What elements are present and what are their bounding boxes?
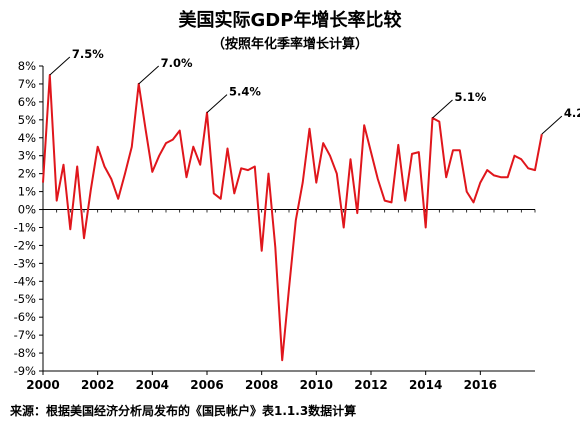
x-tick-label: 2012 — [354, 378, 387, 392]
y-tick-label: -5% — [14, 292, 36, 306]
y-tick-label: 8% — [18, 59, 36, 73]
y-tick-label: -8% — [14, 346, 36, 360]
annotation-label: 5.1% — [455, 90, 487, 104]
y-tick-label: -4% — [14, 274, 36, 288]
y-tick-label: 0% — [18, 203, 36, 217]
y-tick-label: 2% — [18, 167, 36, 181]
y-tick-label: 7% — [18, 77, 36, 91]
y-tick-label: -9% — [14, 364, 36, 378]
y-tick-label: -7% — [14, 328, 36, 342]
annotation-label: 4.2% — [564, 106, 580, 120]
series-group — [42, 74, 543, 362]
x-tick-label: 2008 — [245, 378, 278, 392]
source-note: 来源：根据美国经济分析局发布的《国民帐户》表1.1.3数据计算 — [10, 404, 357, 418]
annotation-label: 7.0% — [161, 56, 193, 70]
chart-subtitle: （按照年化季率增长计算） — [211, 37, 368, 52]
annotation-label: 5.4% — [229, 85, 261, 99]
chart-title: 美国实际GDP年增长率比较 — [178, 10, 402, 31]
annotation-leader — [138, 65, 160, 85]
y-tick-label: -6% — [14, 310, 36, 324]
x-tick-label: 2006 — [190, 378, 223, 392]
annotation-leader — [541, 115, 563, 135]
annotation-label: 7.5% — [72, 47, 104, 61]
annotation-leader — [432, 99, 453, 119]
x-tick-label: 2002 — [81, 378, 114, 392]
annotation-leader — [49, 56, 71, 76]
y-tick-label: -2% — [14, 238, 36, 252]
x-tick-label: 2016 — [464, 378, 497, 392]
x-axis: 2000 2002 2004 2006 2008 2010 2012 2014 2016 — [26, 209, 536, 392]
annotations-group: 7.5% 7.0% 5.4% 5.1% 4.2% — [49, 47, 580, 135]
y-tick-label: -1% — [14, 220, 36, 234]
x-tick-label: 2004 — [136, 378, 169, 392]
y-axis: 8% 7% 6% 5% 4% 3% 2% 1% 0% -1% -2% -3% -4% -5% -6% -7% -… — [14, 59, 44, 378]
x-tick-label: 2010 — [300, 378, 333, 392]
y-tick-label: 4% — [18, 131, 36, 145]
y-tick-label: -3% — [14, 256, 36, 270]
x-tick-label: 2000 — [26, 378, 59, 392]
y-tick-label: 3% — [18, 149, 36, 163]
y-tick-label: 1% — [18, 185, 36, 199]
x-tick-label: 2014 — [409, 378, 442, 392]
series-line — [42, 74, 543, 362]
y-tick-label: 5% — [18, 113, 36, 127]
y-tick-label: 6% — [18, 95, 36, 109]
annotation-leader — [206, 94, 228, 114]
